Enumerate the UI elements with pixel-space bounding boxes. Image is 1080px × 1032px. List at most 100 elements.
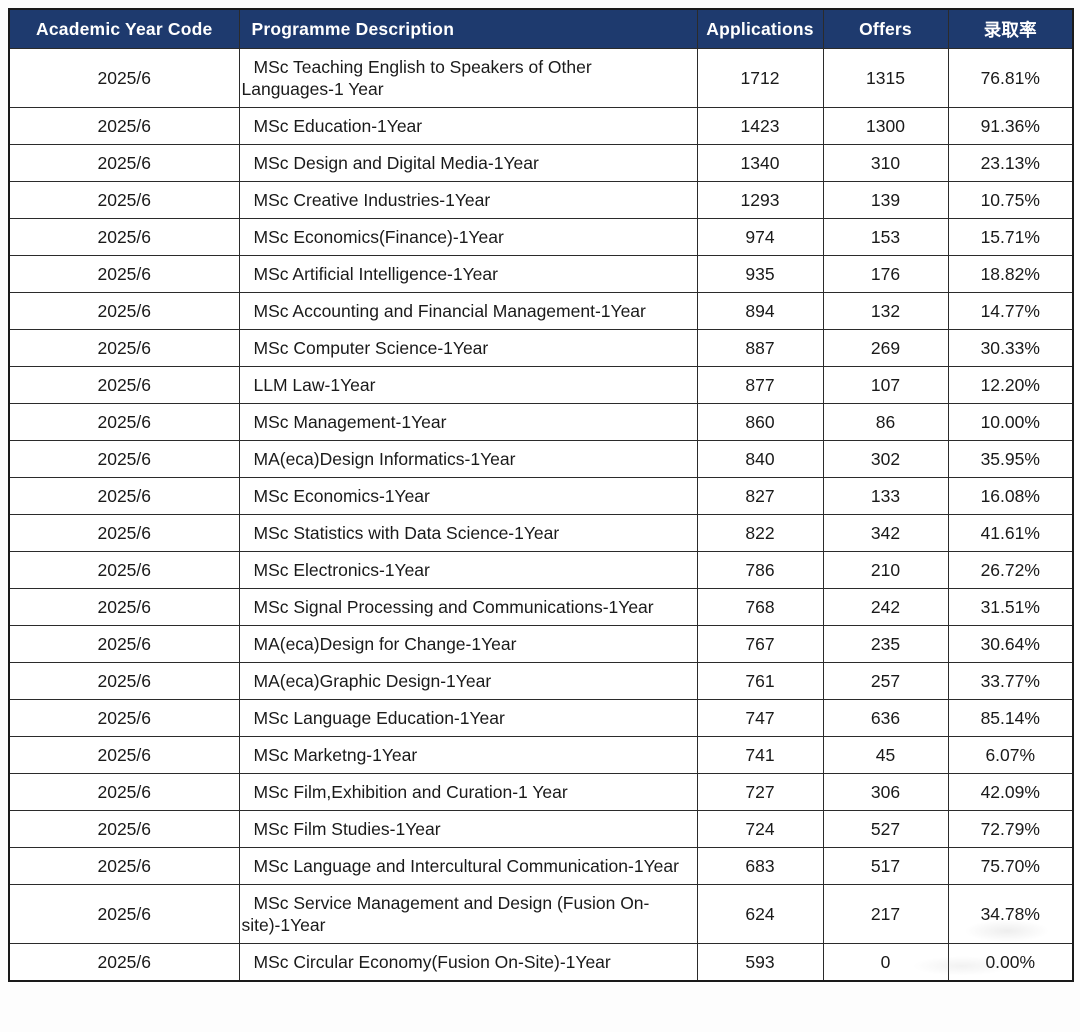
table-row: 2025/6 MSc Electronics-1Year 786 210 26.… — [8, 551, 1074, 589]
cell-admission-rate: 72.79% — [947, 810, 1074, 848]
table-row: 2025/6 MSc Computer Science-1Year 887 26… — [8, 329, 1074, 367]
cell-academic-year-code: 2025/6 — [8, 662, 240, 700]
table-row: 2025/6 MSc Design and Digital Media-1Yea… — [8, 144, 1074, 182]
table-row: 2025/6 MSc Management-1Year 860 86 10.00… — [8, 403, 1074, 441]
cell-programme-description: MSc Electronics-1Year — [238, 551, 698, 589]
cell-applications: 727 — [696, 773, 824, 811]
cell-admission-rate: 26.72% — [947, 551, 1074, 589]
cell-academic-year-code: 2025/6 — [8, 625, 240, 663]
header-row: Academic Year Code Programme Description… — [8, 8, 1074, 49]
cell-offers: 0 — [822, 943, 949, 982]
cell-admission-rate: 85.14% — [947, 699, 1074, 737]
cell-applications: 935 — [696, 255, 824, 293]
cell-programme-description: MSc Economics(Finance)-1Year — [238, 218, 698, 256]
cell-applications: 747 — [696, 699, 824, 737]
cell-academic-year-code: 2025/6 — [8, 255, 240, 293]
cell-academic-year-code: 2025/6 — [8, 736, 240, 774]
cell-programme-description: MSc Computer Science-1Year — [238, 329, 698, 367]
table-row: 2025/6 MA(eca)Design Informatics-1Year 8… — [8, 440, 1074, 478]
cell-admission-rate: 34.78% — [947, 884, 1074, 944]
cell-academic-year-code: 2025/6 — [8, 943, 240, 982]
cell-academic-year-code: 2025/6 — [8, 773, 240, 811]
header-admission-rate: 录取率 — [947, 8, 1074, 49]
header-academic-year-code: Academic Year Code — [8, 8, 240, 49]
table-body: 2025/6 MSc Teaching English to Speakers … — [8, 48, 1074, 982]
cell-programme-description: MSc Education-1Year — [238, 107, 698, 145]
cell-academic-year-code: 2025/6 — [8, 847, 240, 885]
cell-programme-description: MSc Management-1Year — [238, 403, 698, 441]
cell-offers: 217 — [822, 884, 949, 944]
cell-offers: 132 — [822, 292, 949, 330]
table-row: 2025/6 MA(eca)Design for Change-1Year 76… — [8, 625, 1074, 663]
table-row: 2025/6 MSc Signal Processing and Communi… — [8, 588, 1074, 626]
cell-programme-description: MSc Language and Intercultural Communica… — [238, 847, 698, 885]
cell-offers: 133 — [822, 477, 949, 515]
cell-academic-year-code: 2025/6 — [8, 477, 240, 515]
cell-admission-rate: 75.70% — [947, 847, 1074, 885]
cell-applications: 877 — [696, 366, 824, 404]
cell-programme-description: MSc Signal Processing and Communications… — [238, 588, 698, 626]
cell-academic-year-code: 2025/6 — [8, 551, 240, 589]
cell-offers: 242 — [822, 588, 949, 626]
cell-offers: 176 — [822, 255, 949, 293]
table-row: 2025/6 LLM Law-1Year 877 107 12.20% — [8, 366, 1074, 404]
cell-academic-year-code: 2025/6 — [8, 588, 240, 626]
cell-programme-description: MSc Design and Digital Media-1Year — [238, 144, 698, 182]
table-row: 2025/6 MSc Teaching English to Speakers … — [8, 48, 1074, 108]
cell-applications: 822 — [696, 514, 824, 552]
cell-applications: 624 — [696, 884, 824, 944]
cell-applications: 1712 — [696, 48, 824, 108]
cell-applications: 724 — [696, 810, 824, 848]
cell-applications: 974 — [696, 218, 824, 256]
cell-admission-rate: 76.81% — [947, 48, 1074, 108]
cell-programme-description: MSc Language Education-1Year — [238, 699, 698, 737]
cell-admission-rate: 33.77% — [947, 662, 1074, 700]
header-programme-description: Programme Description — [238, 8, 698, 49]
table-row: 2025/6 MSc Marketng-1Year 741 45 6.07% — [8, 736, 1074, 774]
cell-admission-rate: 31.51% — [947, 588, 1074, 626]
cell-offers: 306 — [822, 773, 949, 811]
cell-academic-year-code: 2025/6 — [8, 884, 240, 944]
cell-applications: 827 — [696, 477, 824, 515]
cell-academic-year-code: 2025/6 — [8, 403, 240, 441]
cell-programme-description: MSc Marketng-1Year — [238, 736, 698, 774]
cell-offers: 86 — [822, 403, 949, 441]
cell-offers: 636 — [822, 699, 949, 737]
table-row: 2025/6 MSc Statistics with Data Science-… — [8, 514, 1074, 552]
cell-offers: 139 — [822, 181, 949, 219]
cell-applications: 683 — [696, 847, 824, 885]
cell-offers: 107 — [822, 366, 949, 404]
cell-programme-description: MA(eca)Design Informatics-1Year — [238, 440, 698, 478]
cell-programme-description: MA(eca)Graphic Design-1Year — [238, 662, 698, 700]
table-header: Academic Year Code Programme Description… — [8, 8, 1074, 49]
cell-admission-rate: 16.08% — [947, 477, 1074, 515]
cell-programme-description: MSc Artificial Intelligence-1Year — [238, 255, 698, 293]
table-row: 2025/6 MSc Creative Industries-1Year 129… — [8, 181, 1074, 219]
cell-academic-year-code: 2025/6 — [8, 699, 240, 737]
cell-programme-description: MSc Economics-1Year — [238, 477, 698, 515]
cell-programme-description: MA(eca)Design for Change-1Year — [238, 625, 698, 663]
cell-offers: 235 — [822, 625, 949, 663]
cell-offers: 342 — [822, 514, 949, 552]
cell-academic-year-code: 2025/6 — [8, 366, 240, 404]
header-offers: Offers — [822, 8, 949, 49]
cell-offers: 527 — [822, 810, 949, 848]
cell-admission-rate: 42.09% — [947, 773, 1074, 811]
cell-admission-rate: 12.20% — [947, 366, 1074, 404]
cell-offers: 210 — [822, 551, 949, 589]
cell-offers: 257 — [822, 662, 949, 700]
cell-academic-year-code: 2025/6 — [8, 107, 240, 145]
cell-admission-rate: 35.95% — [947, 440, 1074, 478]
cell-offers: 269 — [822, 329, 949, 367]
table-row: 2025/6 MSc Service Management and Design… — [8, 884, 1074, 944]
cell-programme-description: MSc Teaching English to Speakers of Othe… — [238, 48, 698, 108]
table-row: 2025/6 MA(eca)Graphic Design-1Year 761 2… — [8, 662, 1074, 700]
cell-academic-year-code: 2025/6 — [8, 514, 240, 552]
cell-academic-year-code: 2025/6 — [8, 48, 240, 108]
cell-offers: 1315 — [822, 48, 949, 108]
cell-applications: 761 — [696, 662, 824, 700]
cell-academic-year-code: 2025/6 — [8, 810, 240, 848]
cell-applications: 840 — [696, 440, 824, 478]
cell-applications: 887 — [696, 329, 824, 367]
